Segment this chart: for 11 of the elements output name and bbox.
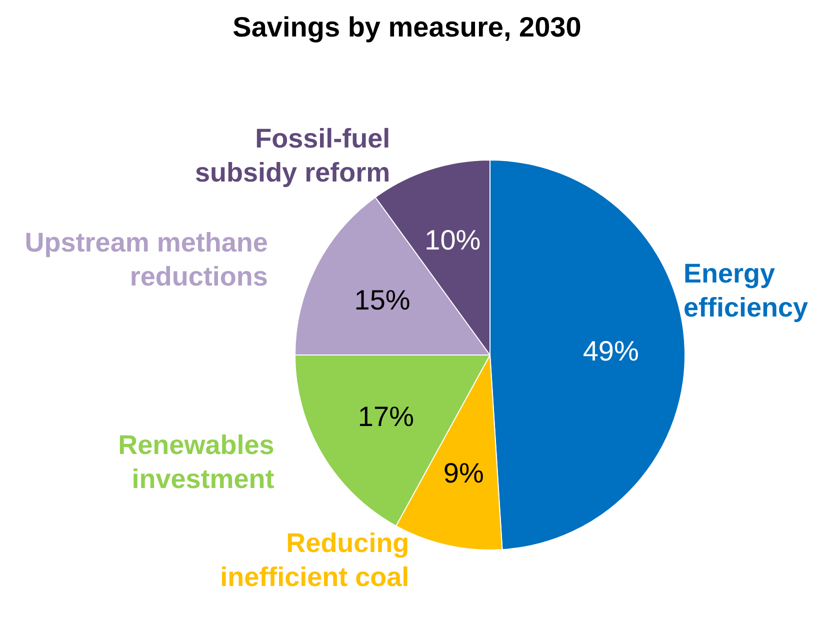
slice-label: Upstream methane reductions bbox=[24, 228, 268, 292]
data-label: 9% bbox=[443, 457, 484, 488]
data-label: 49% bbox=[582, 336, 639, 367]
data-label: 17% bbox=[358, 401, 414, 432]
slice-label: Energy efficiency bbox=[683, 258, 808, 322]
data-label: 15% bbox=[354, 284, 410, 316]
slice-label: Fossil-fuel subsidy reform bbox=[195, 123, 390, 188]
data-label: 10% bbox=[424, 224, 481, 256]
chart-title: Savings by measure, 2030 bbox=[232, 12, 582, 42]
slice-label: Reducing inefficient coal bbox=[220, 528, 410, 592]
slice-label: Renewables investment bbox=[118, 430, 274, 494]
